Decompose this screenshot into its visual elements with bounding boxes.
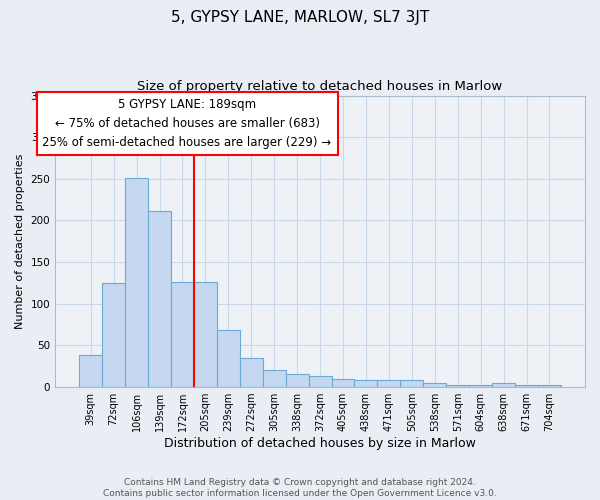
Bar (79, 356, 102, 387)
Bar (240, 358, 263, 387)
Bar (125, 178, 148, 387)
Y-axis label: Number of detached properties: Number of detached properties (15, 154, 25, 329)
Bar (286, 374, 308, 387)
Bar (217, 330, 240, 387)
Bar (355, 380, 377, 387)
Bar (515, 386, 538, 387)
Bar (469, 386, 492, 387)
Text: Contains HM Land Registry data © Crown copyright and database right 2024.
Contai: Contains HM Land Registry data © Crown c… (103, 478, 497, 498)
Bar (446, 384, 469, 387)
Bar (194, 282, 217, 387)
X-axis label: Distribution of detached houses by size in Marlow: Distribution of detached houses by size … (164, 437, 476, 450)
Title: Size of property relative to detached houses in Marlow: Size of property relative to detached ho… (137, 80, 503, 93)
Text: 5, GYPSY LANE, MARLOW, SL7 3JT: 5, GYPSY LANE, MARLOW, SL7 3JT (171, 10, 429, 25)
Bar (400, 380, 423, 387)
Bar (171, 282, 194, 387)
Bar (148, 212, 171, 387)
Bar (263, 370, 286, 387)
Bar (332, 379, 355, 387)
Bar (423, 383, 446, 387)
Text: 5 GYPSY LANE: 189sqm
← 75% of detached houses are smaller (683)
25% of semi-deta: 5 GYPSY LANE: 189sqm ← 75% of detached h… (43, 98, 332, 149)
Bar (492, 383, 515, 387)
Bar (377, 380, 400, 387)
Bar (102, 283, 125, 387)
Bar (308, 376, 332, 387)
Bar (538, 384, 561, 387)
